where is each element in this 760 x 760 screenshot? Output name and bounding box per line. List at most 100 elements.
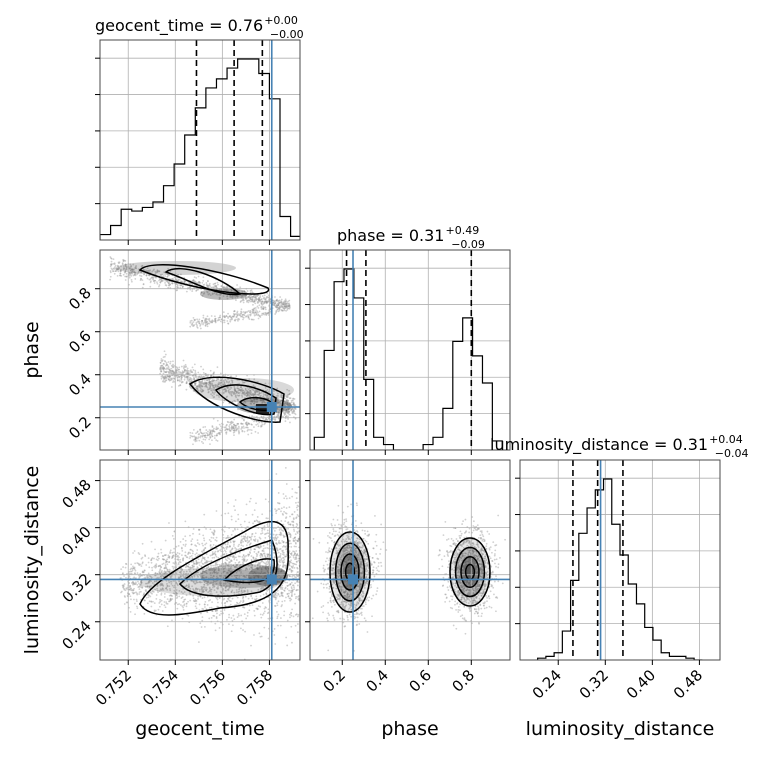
sample-point: [194, 438, 197, 441]
sample-point: [192, 581, 195, 584]
sample-point: [283, 535, 285, 538]
sample-point: [273, 634, 276, 636]
sample-point: [201, 607, 204, 610]
sample-point: [214, 317, 217, 320]
sample-point: [280, 591, 283, 594]
sample-point: [200, 581, 203, 584]
sample-point: [280, 591, 283, 594]
sample-point: [246, 290, 249, 292]
sample-point: [242, 299, 245, 302]
sample-point: [130, 265, 133, 267]
sample-point: [203, 576, 206, 579]
sample-point: [169, 360, 172, 363]
sample-point: [198, 382, 201, 385]
sample-point: [258, 297, 261, 300]
sample-point: [260, 425, 262, 428]
sample-point: [275, 539, 278, 542]
sample-point: [264, 533, 266, 536]
sample-point: [259, 605, 262, 608]
sample-point: [212, 581, 215, 584]
sample-point: [265, 532, 268, 535]
sample-point: [211, 432, 213, 435]
sample-point: [120, 591, 122, 594]
sample-point: [164, 379, 167, 382]
sample-point: [184, 376, 186, 379]
sample-point: [211, 293, 214, 296]
sample-point: [190, 323, 193, 326]
sample-point: [166, 568, 169, 571]
sample-point: [197, 389, 200, 392]
sample-point: [222, 582, 225, 585]
sample-point: [120, 590, 123, 593]
sample-point: [247, 597, 250, 600]
sample-point: [145, 564, 148, 566]
sample-point: [129, 269, 132, 272]
sample-point: [253, 307, 256, 310]
sample-point: [153, 610, 156, 613]
sample-point: [264, 311, 267, 314]
sample-point: [230, 316, 233, 319]
sample-point: [220, 382, 223, 384]
sample-point: [196, 318, 199, 321]
sample-point: [296, 580, 299, 583]
sample-point: [292, 523, 294, 526]
sample-point: [205, 576, 207, 579]
sample-point: [227, 421, 230, 424]
sample-point: [284, 555, 287, 558]
sample-point: [124, 263, 127, 266]
sample-point: [250, 595, 253, 598]
sample-point: [205, 374, 208, 377]
sample-point: [167, 556, 170, 559]
sample-point: [253, 400, 256, 403]
sample-point: [160, 566, 163, 569]
sample-point: [243, 296, 246, 299]
sample-point: [291, 566, 294, 569]
sample-point: [216, 577, 219, 579]
sample-point: [204, 321, 207, 323]
sample-point: [240, 422, 243, 425]
sample-point: [209, 589, 211, 592]
sample-point: [183, 369, 186, 371]
sample-point: [196, 388, 199, 391]
sample-point: [233, 591, 236, 594]
sample-point: [164, 380, 167, 383]
sample-point: [223, 609, 226, 611]
sample-point: [240, 587, 243, 590]
sample-point: [128, 276, 131, 279]
sample-point: [288, 411, 291, 413]
sample-point: [287, 408, 290, 411]
sample-point: [199, 428, 202, 431]
sample-point: [231, 426, 234, 429]
sample-point: [197, 375, 200, 378]
sample-point: [275, 299, 278, 302]
sample-point: [213, 285, 216, 287]
sample-point: [150, 557, 153, 560]
sample-point: [147, 572, 150, 575]
sample-point: [251, 298, 254, 300]
sample-point: [206, 323, 208, 326]
sample-point: [213, 552, 216, 554]
sample-point: [252, 309, 255, 312]
sample-point: [223, 602, 226, 605]
sample-point: [169, 580, 172, 583]
sample-point: [134, 273, 137, 276]
sample-point: [199, 382, 202, 384]
sample-point: [192, 317, 195, 319]
sample-point: [189, 288, 192, 291]
sample-point: [168, 284, 171, 287]
sample-point: [275, 533, 278, 536]
sample-point: [278, 409, 281, 411]
sample-point: [191, 564, 194, 567]
sample-point: [147, 557, 150, 560]
sample-point: [262, 297, 265, 300]
sample-point: [163, 355, 166, 358]
sample-point: [293, 588, 296, 591]
sample-point: [283, 600, 286, 602]
sample-point: [291, 593, 293, 595]
sample-point: [249, 579, 252, 582]
sample-point: [140, 580, 143, 583]
sample-point: [225, 563, 228, 566]
sample-point: [274, 419, 277, 422]
sample-point: [204, 600, 207, 603]
